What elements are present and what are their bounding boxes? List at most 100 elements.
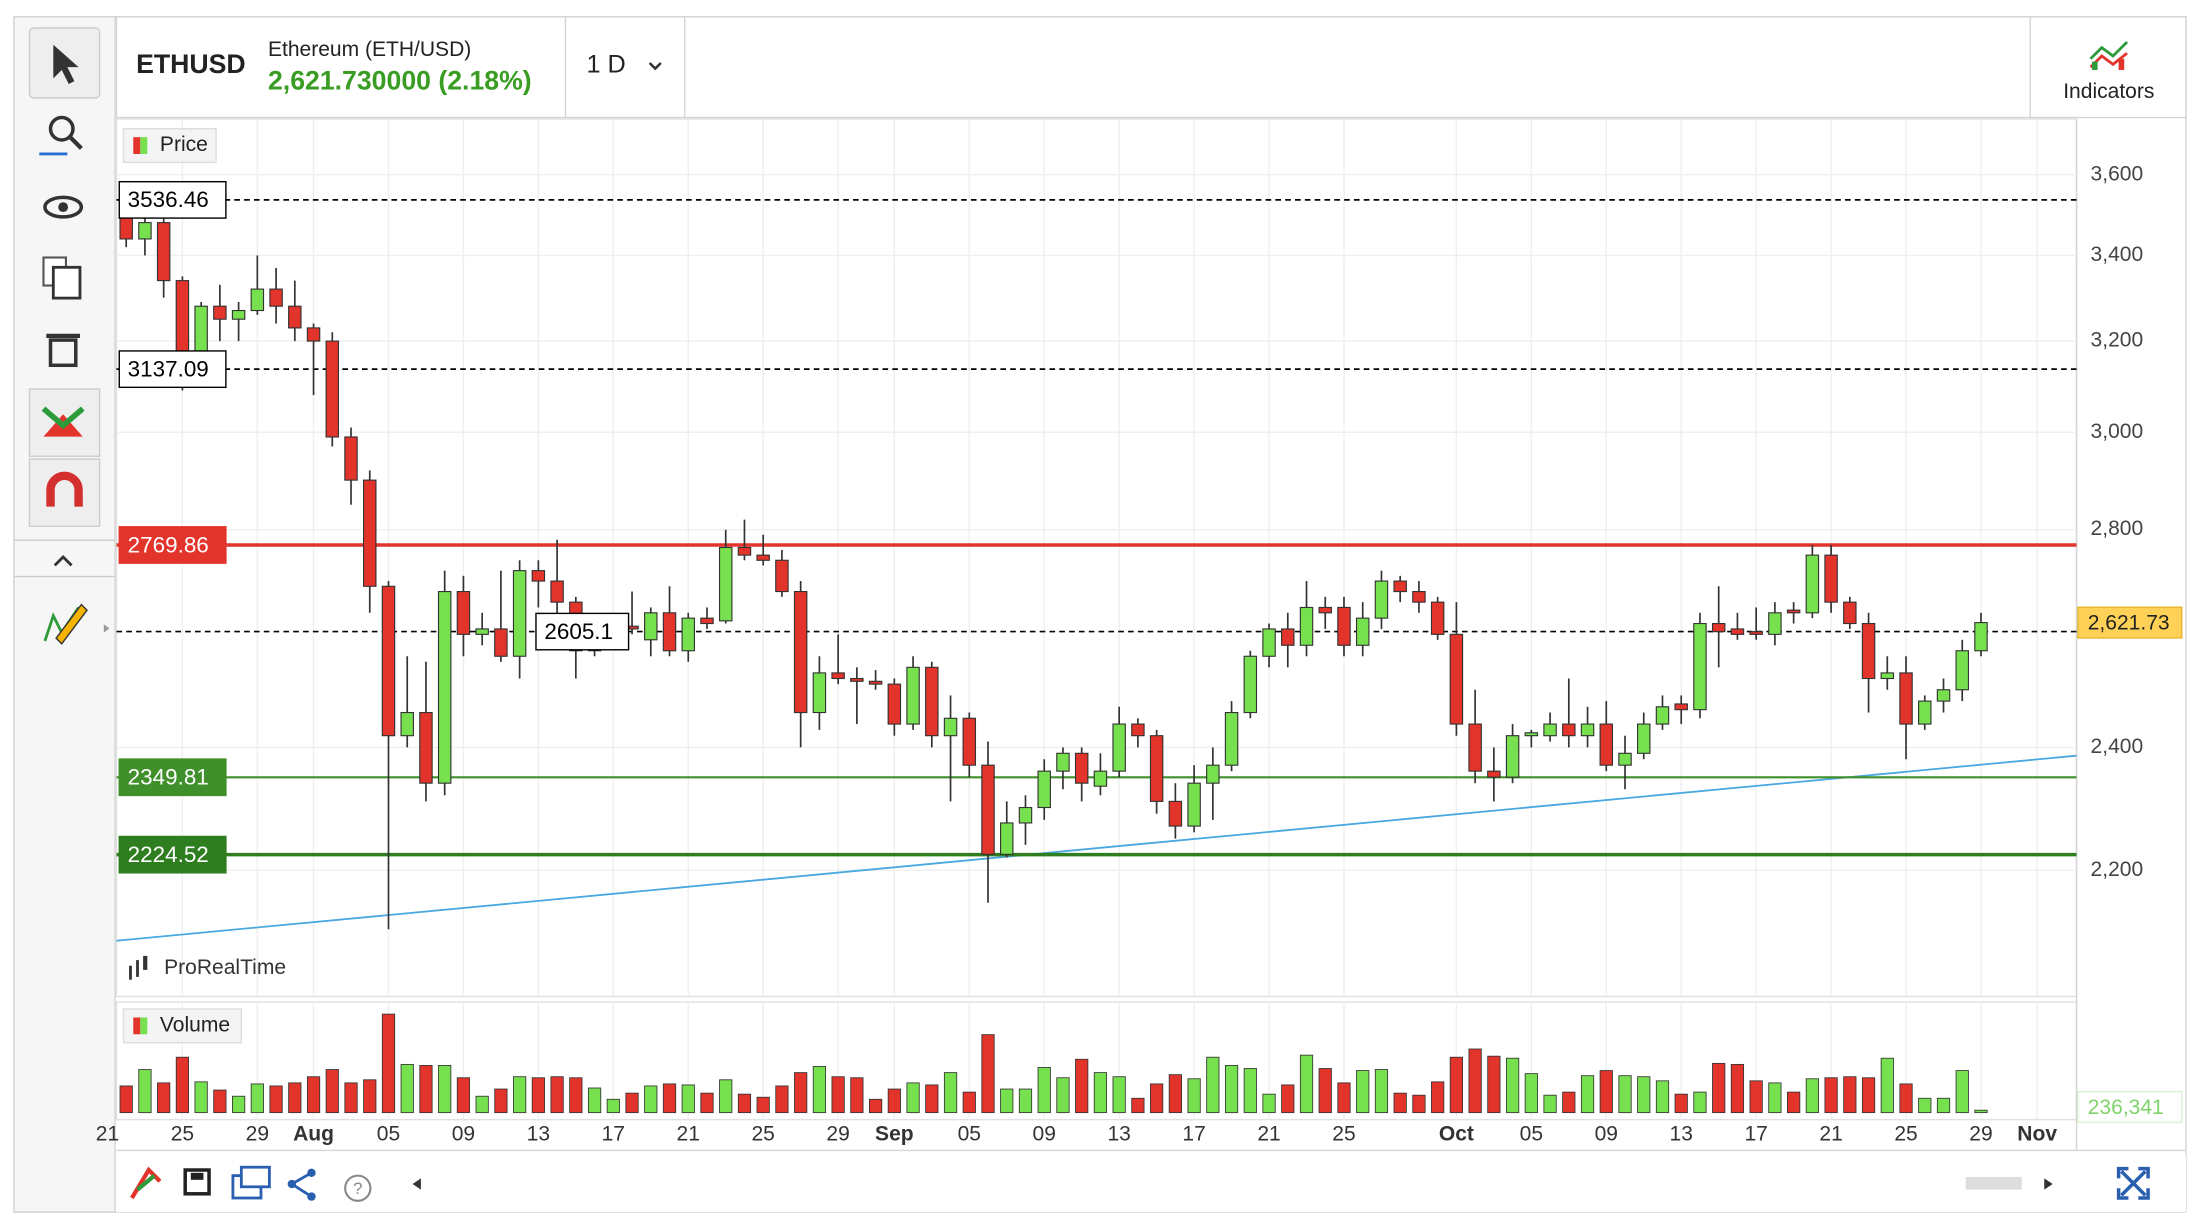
x-tick-label: 13 [527,1123,550,1146]
volume-bar [456,1077,471,1114]
volume-bar [1412,1094,1426,1114]
volume-bar [288,1082,302,1114]
x-tick-label: 21 [96,1123,119,1146]
view-tool[interactable] [43,195,84,219]
candle-body [1730,628,1745,635]
chart-style-tool[interactable] [28,388,101,457]
candle-body [1786,609,1801,614]
volume-bar [962,1091,976,1114]
volume-bar [550,1076,564,1114]
share-button[interactable] [287,1168,316,1201]
candle-body [1337,606,1351,646]
level-label-box [118,835,227,874]
candle-body [1018,806,1033,824]
volume-bar [1880,1057,1894,1114]
volume-bar [1112,1076,1126,1114]
fullscreen-button[interactable] [2116,1166,2150,1200]
x-tick-label: 21 [1819,1123,1842,1146]
help-button[interactable]: ? [344,1174,372,1202]
volume-legend[interactable]: Volume [122,1008,243,1044]
volume-bar [138,1069,152,1114]
cursor-tool[interactable] [28,27,101,99]
x-tick-label: 09 [1033,1123,1056,1146]
volume-bar [1131,1097,1145,1114]
candle-body [1918,700,1932,725]
volume-bar [1899,1083,1913,1114]
candle-body [475,628,489,635]
plot-area [116,190,2077,942]
candle-body [231,309,246,320]
instrument-name: Ethereum (ETH/USD) [268,38,471,61]
magnet-tool[interactable] [28,458,101,527]
bottom-tool[interactable] [130,1166,162,1200]
volume-bar [662,1083,677,1114]
x-tick-label: 05 [377,1123,400,1146]
volume-bar [1787,1091,1801,1114]
volume-bar [494,1088,508,1114]
timeframe-selector[interactable]: 1 D [586,50,662,78]
candle-body [1974,622,1988,652]
volume-bar [1243,1068,1257,1114]
scrollbar-thumb[interactable] [1965,1177,2022,1190]
candle-body [1000,822,1014,855]
volume-bar [1468,1048,1482,1114]
copy-tool[interactable] [42,256,82,300]
indicators-button[interactable]: Indicators [2063,40,2154,103]
candle-body [344,436,358,481]
volume-bar [775,1085,789,1114]
volume-bar [1374,1069,1389,1114]
level-label-box [118,350,227,389]
volume-bar [569,1077,583,1114]
candle-body [644,612,658,641]
scroll-right[interactable] [2044,1178,2053,1190]
layout-button[interactable] [231,1165,271,1200]
candle-body [1056,752,1070,772]
candle-body [1112,723,1126,772]
volume-bar [1393,1092,1407,1114]
header [115,16,2187,119]
candle-body [1243,655,1258,714]
x-tick-label: 29 [246,1123,269,1146]
candle-body [381,585,396,737]
level-label: 2769.86 [128,532,209,557]
candle-body [138,222,152,240]
price-legend[interactable]: Price [122,128,217,164]
candle-body [793,590,808,714]
volume-bar [906,1082,920,1114]
candle-body [1861,622,1876,680]
candle-body [1224,711,1239,766]
volume-bar [644,1085,658,1114]
volume-bar [1449,1056,1463,1114]
volume-bar [1918,1097,1932,1114]
x-tick-label: 29 [826,1123,849,1146]
volume-bar [363,1079,377,1114]
scroll-left[interactable] [412,1178,421,1190]
y-tick-label: 3,200 [2091,329,2144,352]
zoom-tool[interactable] [39,115,83,156]
volume-bar [194,1081,208,1114]
candle-body [1711,622,1726,633]
svg-text:?: ? [353,1179,362,1198]
candle-body [1374,580,1389,619]
collapse-button[interactable] [53,555,73,567]
candle-body [1281,628,1295,646]
x-tick-label: 29 [1969,1123,1992,1146]
candle-body [887,683,902,725]
delete-tool[interactable] [46,333,80,368]
volume-bar [1018,1088,1033,1114]
volume-bar [1093,1072,1108,1114]
volume-bar [344,1082,358,1114]
volume-bar [981,1034,995,1114]
x-tick-label: 13 [1107,1123,1130,1146]
legend-label: Price [160,133,208,156]
volume-bar [1824,1077,1838,1114]
candle-body [194,305,208,353]
candle-body [1074,752,1089,784]
drawing-tool[interactable] [43,603,110,645]
x-tick-label: 25 [1332,1123,1355,1146]
volume-bar [1318,1068,1332,1114]
candle-body [250,288,265,312]
save-button[interactable] [183,1168,211,1196]
